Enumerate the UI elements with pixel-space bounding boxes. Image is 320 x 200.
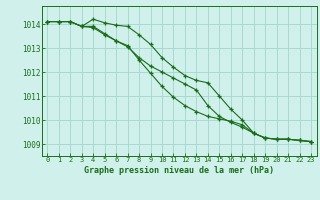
X-axis label: Graphe pression niveau de la mer (hPa): Graphe pression niveau de la mer (hPa)	[84, 166, 274, 175]
